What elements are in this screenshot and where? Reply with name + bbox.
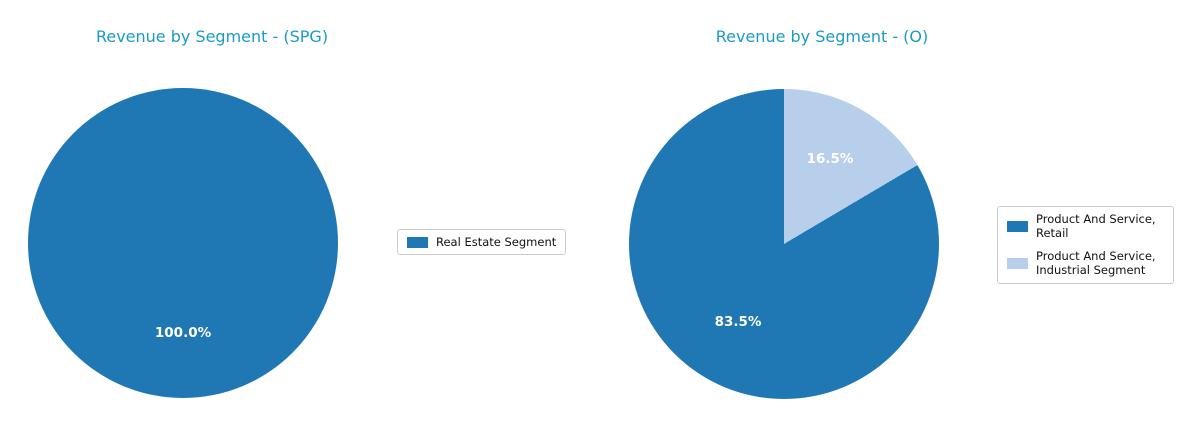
legend-swatch-real-estate (407, 236, 428, 248)
legend-o: Product And Service, Retail Product And … (997, 206, 1174, 284)
legend-label-real-estate: Real Estate Segment (436, 235, 557, 249)
chart-title-spg: Revenue by Segment - (SPG) (95, 27, 329, 46)
pie-chart-spg: 100.0% (28, 88, 338, 398)
legend-label-retail: Product And Service, Retail (1036, 212, 1156, 241)
legend-swatch-industrial (1007, 257, 1028, 269)
legend-item-retail: Product And Service, Retail (1007, 212, 1164, 241)
pct-label-retail: 83.5% (714, 314, 762, 330)
chart-title-o: Revenue by Segment - (O) (715, 27, 929, 46)
legend-spg: Real Estate Segment (397, 229, 567, 256)
legend-item-real-estate: Real Estate Segment (407, 235, 556, 249)
pie-chart-o: 83.5% 16.5% (629, 89, 939, 399)
legend-swatch-retail (1007, 220, 1028, 232)
pct-label-industrial: 16.5% (806, 151, 854, 167)
legend-item-industrial: Product And Service, Industrial Segment (1007, 249, 1164, 278)
legend-label-industrial: Product And Service, Industrial Segment (1036, 248, 1156, 278)
pct-label-real-estate: 100.0% (154, 325, 212, 341)
